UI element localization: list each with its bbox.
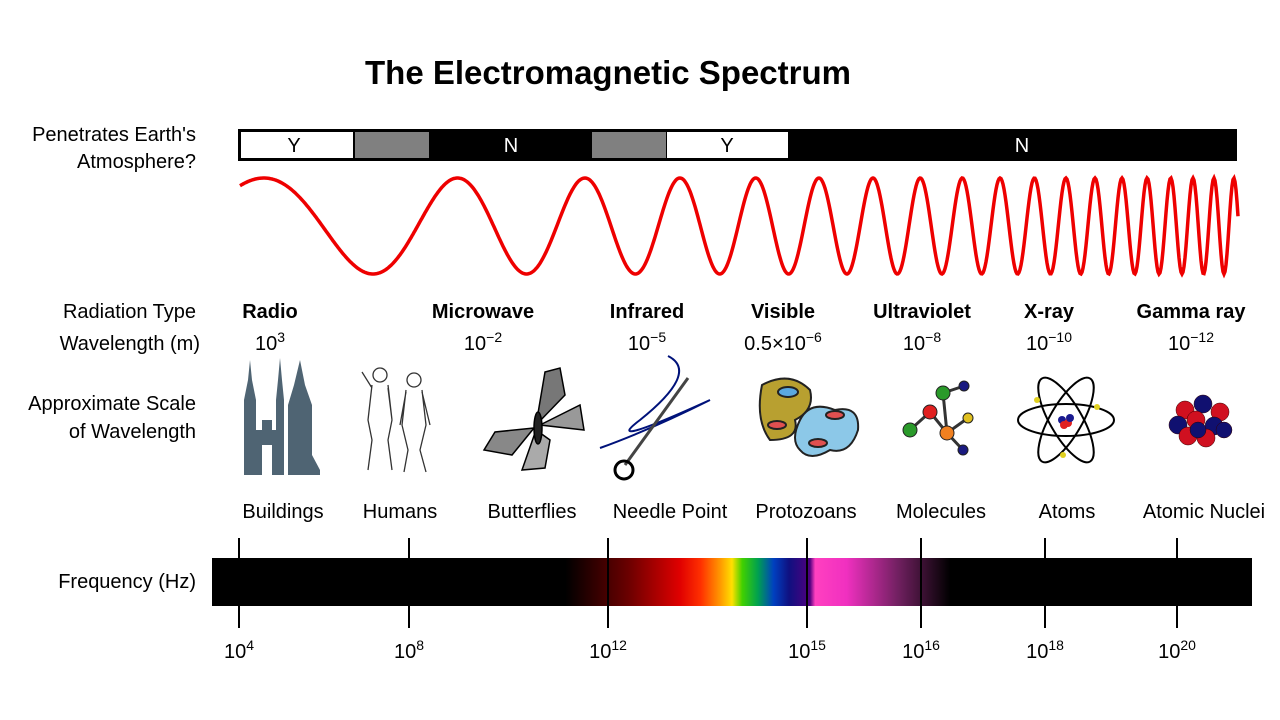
wavelength-base: 10 (1026, 333, 1048, 355)
frequency-axis: 104 108 1012 1015 1016 1018 1020 (224, 538, 1196, 663)
spectrum-bar (212, 558, 1252, 606)
frequency-label-base: 10 (394, 641, 416, 663)
bar-label: Y (720, 135, 733, 157)
wavelength-exponent: 3 (277, 329, 285, 345)
wavelength: 10−2 (464, 329, 502, 355)
frequency-label: 1012 (589, 637, 627, 663)
wavelength-base: 10 (464, 333, 486, 355)
wave (239, 173, 1240, 279)
scale-label: Butterflies (488, 501, 577, 523)
row-label: Atmosphere? (77, 151, 196, 173)
frequency-label: 1018 (1026, 637, 1064, 663)
wavelength-exponent: −6 (806, 329, 822, 345)
frequency-label-base: 10 (902, 641, 924, 663)
wavelength-base: 10 (255, 333, 277, 355)
scale-label: Atomic Nuclei (1143, 501, 1265, 523)
scale-label: Needle Point (613, 501, 728, 523)
wavelength-exponent: −2 (486, 329, 502, 345)
frequency-label-base: 10 (589, 641, 611, 663)
bar-label: N (504, 135, 518, 157)
radiation-type: Microwave (432, 301, 534, 323)
bar-label: N (1015, 135, 1029, 157)
wavelength: 10−10 (1026, 329, 1072, 355)
frequency-label-exponent: 4 (246, 637, 254, 653)
wavelength-exponent: −5 (650, 329, 666, 345)
frequency-label: 1015 (788, 637, 826, 663)
frequency-label: 104 (224, 637, 254, 663)
wavelength: 10−8 (903, 329, 941, 355)
bar-label: Y (287, 135, 300, 157)
icons (244, 355, 1233, 481)
scale-labels: Buildings Humans Butterflies Needle Point Pr… (242, 501, 1265, 523)
scale-label: Molecules (896, 501, 986, 523)
radiation-type: Gamma ray (1137, 301, 1247, 323)
wavelength: 10−12 (1168, 329, 1214, 355)
frequency-label-exponent: 15 (810, 637, 826, 653)
frequency-label: 1016 (902, 637, 940, 663)
wavelength: 103 (255, 329, 285, 355)
frequency-label-base: 10 (224, 641, 246, 663)
frequency-label: 108 (394, 637, 424, 663)
frequency-label-base: 10 (1158, 641, 1180, 663)
frequency-label-exponent: 12 (611, 637, 627, 653)
wavelength: 0.5×10−6 (744, 329, 822, 355)
frequency-label-base: 10 (1026, 641, 1048, 663)
scale-label: Protozoans (755, 501, 856, 523)
wavelength-exponent: −12 (1190, 329, 1214, 345)
row-label: of Wavelength (69, 421, 196, 443)
wavelength-base: 10 (1168, 333, 1190, 355)
frequency-label-exponent: 8 (416, 637, 424, 653)
wavelength-exponent: −10 (1048, 329, 1072, 345)
radiation-type: Radio (242, 301, 298, 323)
radiation-types: Radio103Microwave10−2Infrared10−5Visible… (242, 301, 1246, 355)
frequency-label-exponent: 20 (1180, 637, 1196, 653)
row-label: Frequency (Hz) (58, 571, 196, 593)
frequency-label-exponent: 16 (924, 637, 940, 653)
frequency-label: 1020 (1158, 637, 1196, 663)
row-label: Penetrates Earth's (32, 124, 196, 146)
wavelength-exponent: −8 (925, 329, 941, 345)
radiation-type: Ultraviolet (873, 301, 971, 323)
row-label: Wavelength (m) (60, 333, 200, 355)
atmosphere-bar: Y N Y N (238, 129, 1237, 161)
wavelength-base: 0.5×10 (744, 333, 806, 355)
wavelength: 10−5 (628, 329, 666, 355)
wavelength-base: 10 (903, 333, 925, 355)
radiation-type: X-ray (1024, 301, 1075, 323)
title: The Electromagnetic Spectrum (365, 54, 851, 91)
scale-label: Atoms (1039, 501, 1096, 523)
frequency-label-base: 10 (788, 641, 810, 663)
row-label: Approximate Scale (28, 393, 196, 415)
radiation-type: Infrared (610, 301, 684, 323)
row-label: Radiation Type (63, 301, 196, 323)
scale-label: Buildings (242, 501, 323, 523)
radiation-type: Visible (751, 301, 815, 323)
scale-label: Humans (363, 501, 437, 523)
wavelength-base: 10 (628, 333, 650, 355)
frequency-label-exponent: 18 (1048, 637, 1064, 653)
